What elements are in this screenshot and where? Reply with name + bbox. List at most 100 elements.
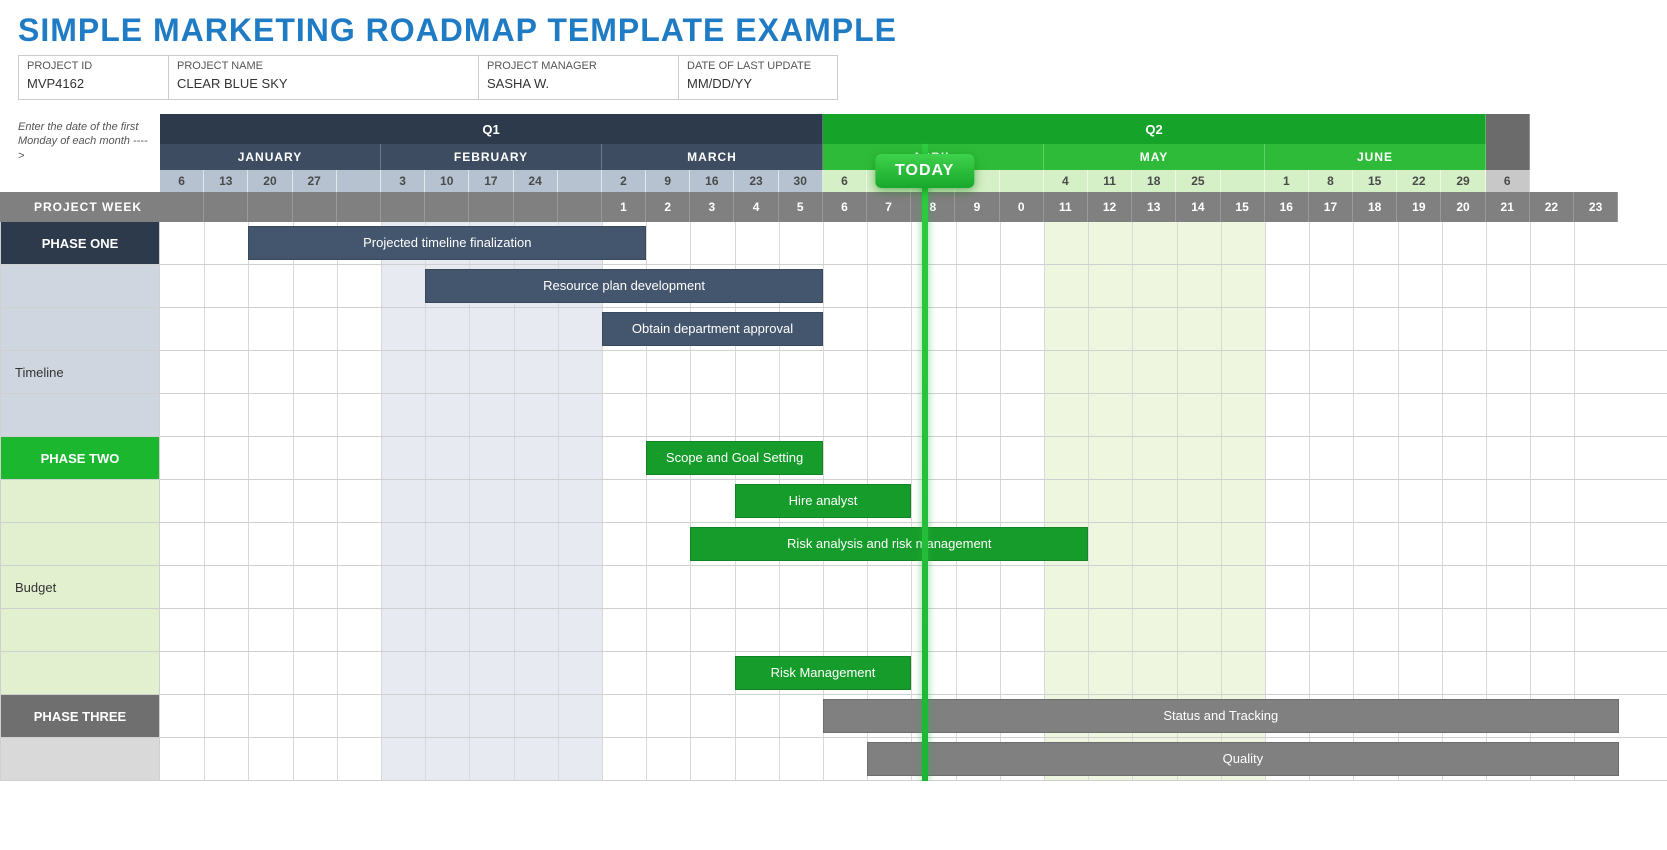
meta-value: MM/DD/YY	[679, 74, 837, 99]
month-header: JUNE	[1265, 144, 1486, 170]
meta-value: CLEAR BLUE SKY	[169, 74, 478, 99]
task-bar[interactable]: Quality	[867, 742, 1618, 776]
day-header: 15	[1353, 170, 1397, 192]
week-number: 19	[1397, 192, 1441, 222]
row-track: Scope and Goal Setting	[160, 437, 1667, 480]
phase-label: PHASE TWO	[0, 437, 160, 480]
day-header: 3	[381, 170, 425, 192]
week-number: 7	[867, 192, 911, 222]
week-number: 15	[1221, 192, 1265, 222]
day-header: 10	[425, 170, 469, 192]
meta-label: PROJECT NAME	[169, 56, 478, 74]
row-label	[0, 394, 160, 437]
roadmap-timeline: Enter the date of the first Monday of ea…	[0, 114, 1667, 781]
task-bar[interactable]: Hire analyst	[735, 484, 912, 518]
week-number: 5	[779, 192, 823, 222]
week-number: 11	[1044, 192, 1088, 222]
day-header: 9	[646, 170, 690, 192]
day-header: 22	[1397, 170, 1441, 192]
week-number	[469, 192, 513, 222]
week-number	[337, 192, 381, 222]
row-track: Risk Management	[160, 652, 1667, 695]
meta-value: SASHA W.	[479, 74, 678, 99]
day-header: 20	[248, 170, 292, 192]
day-header: 1	[1265, 170, 1309, 192]
week-number	[160, 192, 204, 222]
row-label	[0, 308, 160, 351]
week-number: 21	[1486, 192, 1530, 222]
meta-cell: PROJECT NAME CLEAR BLUE SKY	[168, 55, 478, 100]
row-track: Risk analysis and risk management	[160, 523, 1667, 566]
page-title: SIMPLE MARKETING ROADMAP TEMPLATE EXAMPL…	[0, 0, 1667, 55]
day-header: 17	[469, 170, 513, 192]
row-label	[0, 609, 160, 652]
row-track	[160, 566, 1667, 609]
week-number: 3	[690, 192, 734, 222]
week-number	[293, 192, 337, 222]
week-number: 4	[734, 192, 778, 222]
meta-value: MVP4162	[19, 74, 168, 99]
day-header	[1221, 170, 1265, 192]
day-header: 8	[1309, 170, 1353, 192]
row-track	[160, 394, 1667, 437]
quarter-header	[1486, 114, 1530, 144]
row-track: Hire analyst	[160, 480, 1667, 523]
week-number: 8	[911, 192, 955, 222]
day-header: 25	[1176, 170, 1220, 192]
row-track	[160, 609, 1667, 652]
project-week-label: PROJECT WEEK	[0, 192, 160, 222]
row-label: Budget	[0, 566, 160, 609]
task-bar[interactable]: Scope and Goal Setting	[646, 441, 823, 475]
month-header: FEBRUARY	[381, 144, 602, 170]
week-number: 6	[823, 192, 867, 222]
day-header: 23	[734, 170, 778, 192]
task-bar[interactable]: Projected timeline finalization	[248, 226, 646, 260]
date-entry-note: Enter the date of the first Monday of ea…	[0, 114, 160, 170]
row-label	[0, 265, 160, 308]
row-label	[0, 523, 160, 566]
week-number: 2	[646, 192, 690, 222]
day-header: 24	[514, 170, 558, 192]
task-bar[interactable]: Risk Management	[735, 656, 912, 690]
day-header: 6	[823, 170, 867, 192]
task-bar[interactable]: Risk analysis and risk management	[690, 527, 1088, 561]
week-number: 12	[1088, 192, 1132, 222]
task-bar[interactable]: Status and Tracking	[823, 699, 1619, 733]
day-header: 29	[1441, 170, 1485, 192]
week-number	[425, 192, 469, 222]
day-header: 13	[204, 170, 248, 192]
meta-cell: PROJECT ID MVP4162	[18, 55, 168, 100]
week-number	[514, 192, 558, 222]
row-label	[0, 480, 160, 523]
row-label	[0, 652, 160, 695]
week-number-band: 123456789011121314151617181920212223	[160, 192, 1667, 222]
day-header	[1000, 170, 1044, 192]
day-header: 4	[1044, 170, 1088, 192]
day-header: 27	[293, 170, 337, 192]
day-header	[337, 170, 381, 192]
day-header: 2	[602, 170, 646, 192]
meta-cell: DATE OF LAST UPDATE MM/DD/YY	[678, 55, 838, 100]
meta-label: PROJECT MANAGER	[479, 56, 678, 74]
quarter-band: Q1Q2	[160, 114, 1667, 144]
day-header: 6	[160, 170, 204, 192]
row-track: Projected timeline finalization	[160, 222, 1667, 265]
meta-label: PROJECT ID	[19, 56, 168, 74]
week-number: 20	[1441, 192, 1485, 222]
today-badge: TODAY	[875, 154, 974, 188]
task-bar[interactable]: Obtain department approval	[602, 312, 823, 346]
week-number: 1	[602, 192, 646, 222]
day-header: 11	[1088, 170, 1132, 192]
row-label: Timeline	[0, 351, 160, 394]
day-header: 16	[690, 170, 734, 192]
week-number: 13	[1132, 192, 1176, 222]
task-bar[interactable]: Resource plan development	[425, 269, 823, 303]
project-meta: PROJECT ID MVP4162PROJECT NAME CLEAR BLU…	[0, 55, 1667, 114]
row-track: Obtain department approval	[160, 308, 1667, 351]
day-header: 30	[779, 170, 823, 192]
week-number: 14	[1176, 192, 1220, 222]
row-track	[160, 351, 1667, 394]
week-number: 0	[1000, 192, 1044, 222]
row-label	[0, 738, 160, 781]
day-header	[558, 170, 602, 192]
